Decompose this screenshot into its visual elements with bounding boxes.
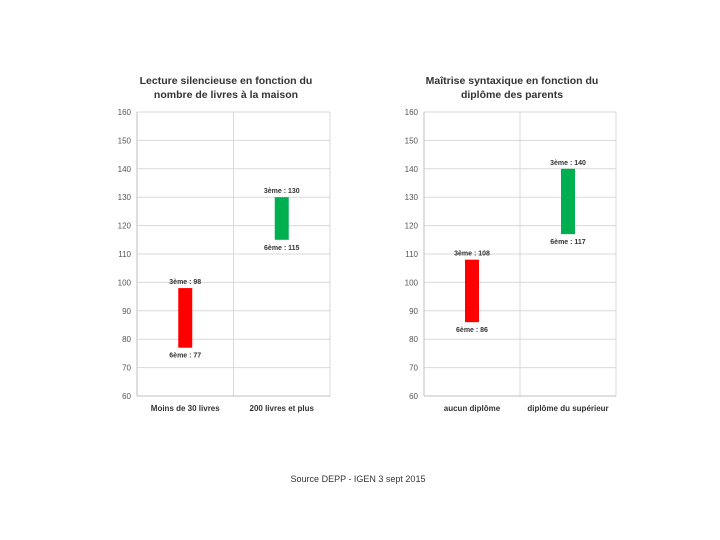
chart-2-title-line: diplôme des parents: [461, 89, 563, 101]
chart-1-category-label: 200 livres et plus: [250, 404, 315, 413]
chart-1-high-label: 3ème : 98: [169, 279, 201, 286]
chart-2-range-bar: [465, 259, 479, 323]
chart-1-low-label: 6ème : 115: [264, 245, 300, 252]
chart-2-title-line: Maîtrise syntaxique en fonction du: [426, 75, 599, 87]
chart-1-high-label: 3ème : 130: [264, 188, 300, 195]
chart-2-y-tick-label: 160: [405, 108, 419, 117]
chart-1-range-bar: [178, 288, 193, 348]
chart-1-low-label: 6ème : 77: [169, 353, 201, 360]
chart-1-y-tick-label: 70: [122, 364, 131, 373]
chart-1-title-line: Lecture silencieuse en fonction du: [140, 75, 313, 87]
chart-2-category-label: aucun diplôme: [444, 404, 501, 413]
chart-1-y-tick-label: 120: [118, 222, 132, 231]
chart-1-y-tick-label: 150: [118, 136, 132, 145]
chart-2-category-label: diplôme du supérieur: [527, 404, 608, 413]
chart-1-y-tick-label: 80: [122, 335, 131, 344]
chart-1-y-tick-label: 130: [118, 193, 132, 202]
chart-1-y-tick-label: 100: [118, 278, 132, 287]
chart-2-y-tick-label: 150: [405, 136, 419, 145]
chart-2-high-label: 3ème : 140: [550, 160, 586, 167]
chart-2-low-label: 6ème : 117: [550, 239, 586, 246]
chart-1-y-tick-label: 110: [118, 250, 131, 259]
chart-1-y-tick-label: 160: [118, 108, 132, 117]
chart-2-range-bar: [561, 168, 575, 235]
chart-2-y-tick-label: 90: [409, 307, 418, 316]
chart-1-range-bar: [274, 197, 289, 240]
chart-1-y-tick-label: 90: [122, 307, 131, 316]
chart-2-y-tick-label: 80: [409, 335, 418, 344]
source-caption: Source DEPP - IGEN 3 sept 2015: [290, 474, 426, 484]
chart-1-title-line: nombre de livres à la maison: [154, 89, 298, 101]
chart-2-y-tick-label: 100: [405, 278, 419, 287]
chart-2-y-tick-label: 130: [405, 193, 419, 202]
chart-2-y-tick-label: 60: [409, 392, 418, 401]
chart-2-high-label: 3ème : 108: [454, 251, 490, 258]
chart-2-y-tick-label: 120: [405, 222, 419, 231]
chart-2-y-tick-label: 140: [405, 165, 419, 174]
chart-1-category-label: Moins de 30 livres: [151, 404, 220, 413]
chart-2-y-tick-label: 110: [405, 250, 418, 259]
chart-2-low-label: 6ème : 86: [456, 327, 488, 334]
chart-2-y-tick-label: 70: [409, 364, 418, 373]
chart-1-y-tick-label: 140: [118, 165, 132, 174]
chart-1-y-tick-label: 60: [122, 392, 131, 401]
